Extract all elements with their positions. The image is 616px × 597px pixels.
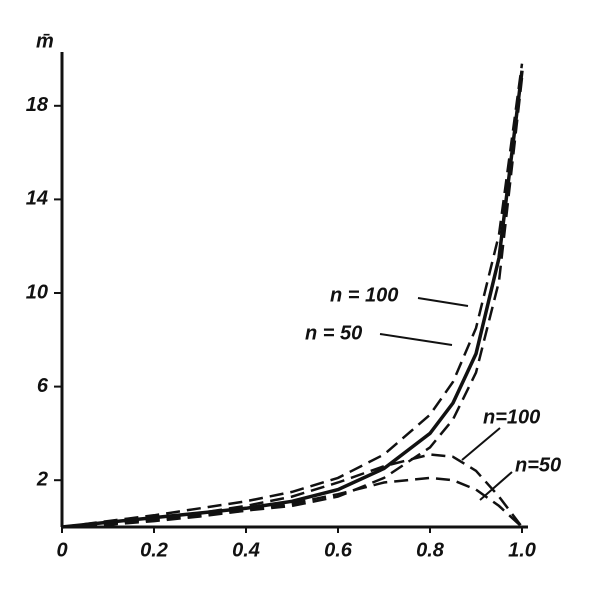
- x-tick-label: 0.6: [324, 539, 353, 561]
- series-line: [61, 77, 524, 529]
- y-tick-label: 6: [37, 375, 49, 397]
- y-tick-label: 18: [26, 94, 49, 116]
- leader-line: [461, 427, 501, 461]
- y-tick-label: 14: [26, 188, 48, 210]
- annotation: n = 50: [305, 322, 362, 344]
- series-line: [61, 476, 523, 529]
- y-tick-label: 2: [36, 468, 48, 490]
- y-tick-label: 10: [26, 281, 48, 303]
- x-tick-label: 0.2: [140, 539, 168, 561]
- series-line: [61, 63, 524, 529]
- series-line: [61, 70, 524, 529]
- annotation: n=100: [483, 406, 540, 428]
- leader-line: [417, 297, 469, 307]
- x-tick-label: 0: [56, 539, 67, 561]
- x-tick-label: 1.0: [508, 539, 536, 561]
- annotation: n=50: [515, 454, 561, 476]
- x-tick-label: 0.8: [416, 539, 445, 561]
- series-line: [61, 453, 523, 529]
- leader-line: [379, 333, 453, 346]
- annotation: n = 100: [330, 284, 398, 306]
- y-axis-label: m̄: [36, 30, 54, 52]
- x-tick-label: 0.4: [232, 539, 260, 561]
